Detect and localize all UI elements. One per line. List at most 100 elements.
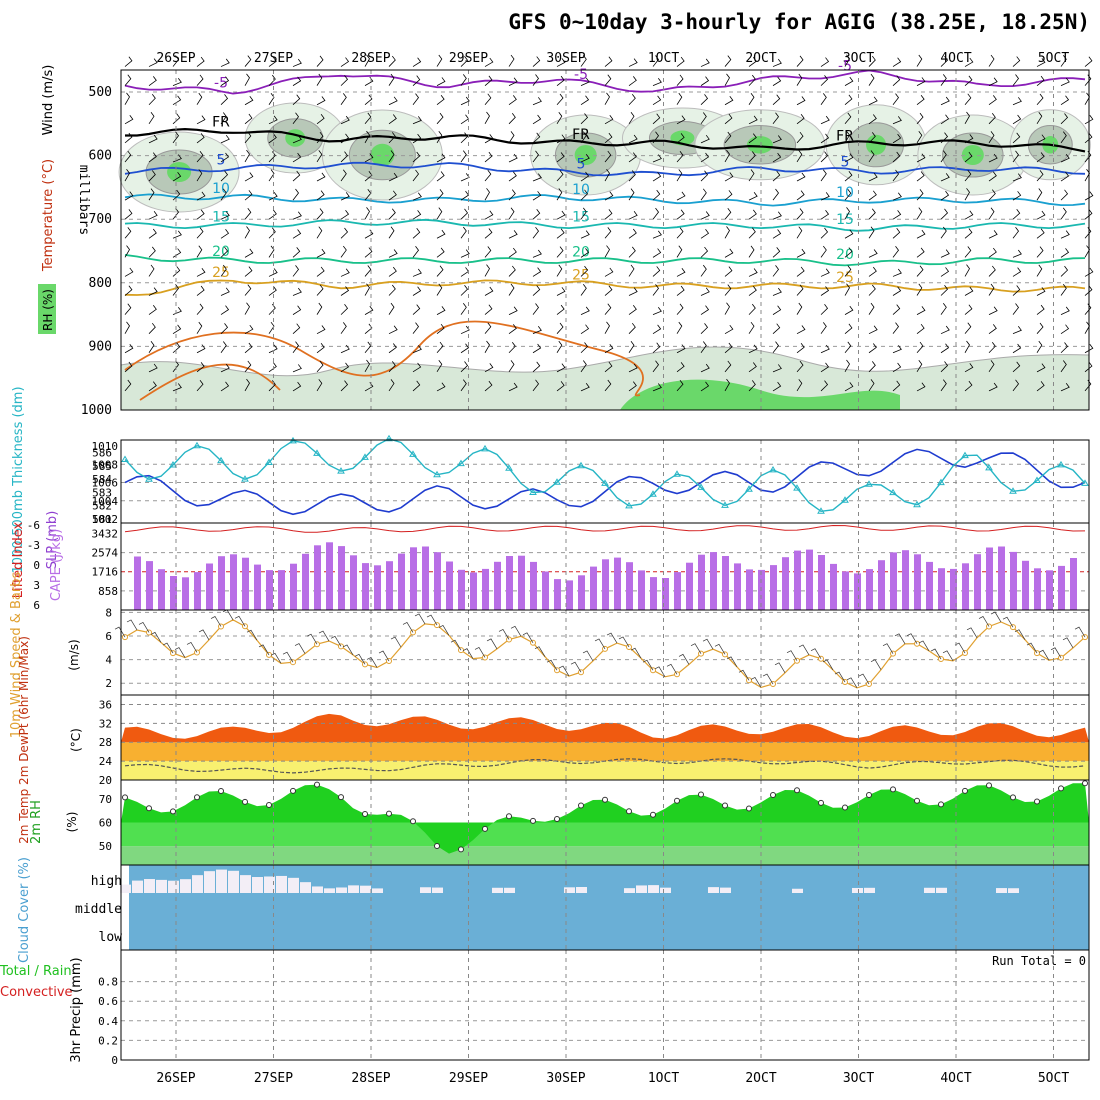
wind-barb [436,382,446,392]
rh2m-marker [842,804,848,811]
wind-barb [628,264,635,277]
wind-barb [244,95,254,106]
wind-barb [268,57,277,67]
cape-bar [386,561,393,610]
date-label-bottom: 29SEP [449,1071,488,1086]
thickness-marker [985,463,993,471]
wind-barb [964,340,970,353]
wind-barb [940,114,950,125]
isotherm-line [125,127,1086,153]
wind-barb [988,382,998,392]
wind-barb [988,153,998,163]
wind-barb [412,345,422,354]
wind-barb [508,382,518,392]
cloud-high-bar [564,887,575,893]
wind-barb [364,171,373,182]
wind-barb [292,170,301,182]
wind-barb-10m [486,638,498,650]
wind-barb [700,246,709,258]
wind-barb [460,190,470,201]
cloud-high-bar [924,887,935,893]
wind-barb [148,152,157,163]
wind-barb [196,245,203,258]
cloud-high-bar [432,887,443,893]
rh-legend-swatch [38,284,56,334]
wind-barb [868,226,875,239]
wind-barb [148,188,155,201]
wind-barb [868,172,878,182]
wind-barb [292,229,302,239]
wind-barb [556,381,565,392]
wind-barb [1060,324,1070,335]
date-label-top: 29SEP [449,51,488,66]
wind-barb [556,134,566,144]
wind-barb [1012,208,1021,220]
wind-barb [988,113,996,125]
wind-barb [604,132,613,144]
wind-barb [676,285,685,296]
wind-barb [124,191,134,201]
wind-barb [772,287,782,296]
wind-barb [436,94,445,106]
wind-barb [652,342,661,354]
wind-barb [604,227,612,239]
wind-barb [316,266,325,277]
wind-barb [940,226,947,239]
wind-barb [436,131,443,144]
wind-barb [388,96,398,106]
wind-barb [868,284,876,296]
wind-barb [724,266,733,277]
wind-barb [292,58,302,67]
wind-barb [1060,230,1070,239]
wind-barb [796,302,803,315]
wind-barb-10m [522,632,534,643]
cape-bar [1070,558,1077,610]
axis-label-lifted-index: Lifted Index [11,521,26,598]
cloud-high-bar [324,888,335,893]
isotherm-label: FR [836,128,854,144]
wind-barb-10m [774,662,786,673]
wind-barb [796,208,804,220]
wind-barb-10m [630,647,642,659]
cape-bar [914,554,921,610]
wind-barb [652,207,660,220]
cape-bar [554,579,561,610]
wind-barb [556,322,564,334]
wind-barb [628,112,635,125]
cape-bar [254,564,261,610]
wind-barb [292,188,300,201]
wind-barb [1084,227,1092,239]
wind-barb-10m [186,641,198,653]
wind-barb [604,245,610,258]
wind-barb [1036,304,1045,315]
wind-barb-10m [714,643,726,655]
wind-barb [724,149,730,163]
wind-barb [676,344,686,354]
wind-barb [196,169,203,182]
wind-barb [148,363,158,373]
wind-barb [1036,287,1046,296]
y-tick-label: 800 [89,276,112,291]
wind-barb-10m [534,646,546,657]
wind-barb [340,322,347,334]
wind-barb [820,169,827,182]
wind-barb [172,342,181,354]
wind-barb [652,383,662,392]
cloud-high-bar [996,888,1007,893]
rh-band-low [121,846,1089,865]
wind-barb [988,189,996,201]
wind-barb [292,287,302,296]
y-tick-label-thickness: 583 [92,486,112,499]
cloud-high-bar [936,887,947,893]
wind-barb [676,115,686,125]
wind-barb [388,73,395,86]
wind-barb [196,92,203,105]
wind-barb-10m [642,659,654,671]
wind-barb [1084,132,1093,144]
wind-barb [628,322,636,334]
cape-bar [530,561,537,610]
wind-barb [340,268,350,277]
rh2m-marker [170,808,176,815]
wind-barb [220,229,230,239]
wind-barb [1060,342,1069,354]
